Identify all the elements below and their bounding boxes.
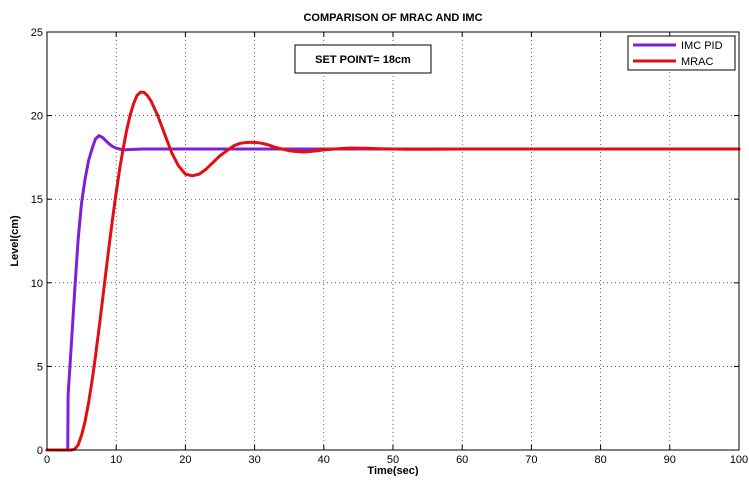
- series-line-mrac: [45, 90, 741, 452]
- x-tick-label: 100: [730, 454, 748, 466]
- y-tick-label: 10: [31, 278, 43, 290]
- setpoint-annotation-text: SET POINT= 18cm: [315, 54, 411, 66]
- x-tick-label: 90: [664, 454, 676, 466]
- series-layer: [45, 90, 741, 452]
- y-tick-label: 5: [37, 361, 43, 373]
- grid: [47, 32, 739, 450]
- x-tick-label: 60: [456, 454, 468, 466]
- plot-area: [47, 32, 739, 450]
- y-tick-label: 25: [31, 27, 43, 39]
- x-tick-label: 40: [318, 454, 330, 466]
- x-tick-label: 70: [525, 454, 537, 466]
- setpoint-annotation-box: [294, 44, 432, 74]
- legend: IMC PID MRAC: [627, 35, 736, 71]
- legend-label-imc-pid: IMC PID: [681, 40, 723, 52]
- setpoint-annotation: SET POINT= 18cm: [294, 44, 432, 74]
- chart-title: COMPARISON OF MRAC AND IMC: [303, 12, 482, 24]
- legend-label-mrac: MRAC: [681, 56, 713, 68]
- legend-box: [627, 35, 736, 71]
- y-tick-label: 15: [31, 194, 43, 206]
- x-tick-label: 80: [594, 454, 606, 466]
- x-tick-label: 50: [387, 454, 399, 466]
- x-tick-label: 20: [179, 454, 191, 466]
- ticks: 0 10 20 30 40 50 60 70 80 90 100 0 5 10 15 20 25: [31, 27, 748, 466]
- y-axis-label: Level(cm): [9, 215, 21, 267]
- y-tick-label: 0: [37, 445, 43, 457]
- x-tick-label: 30: [248, 454, 260, 466]
- x-tick-label: 10: [110, 454, 122, 466]
- x-axis-label: Time(sec): [367, 465, 418, 476]
- y-tick-label: 20: [31, 111, 43, 123]
- x-tick-label: 0: [44, 454, 50, 466]
